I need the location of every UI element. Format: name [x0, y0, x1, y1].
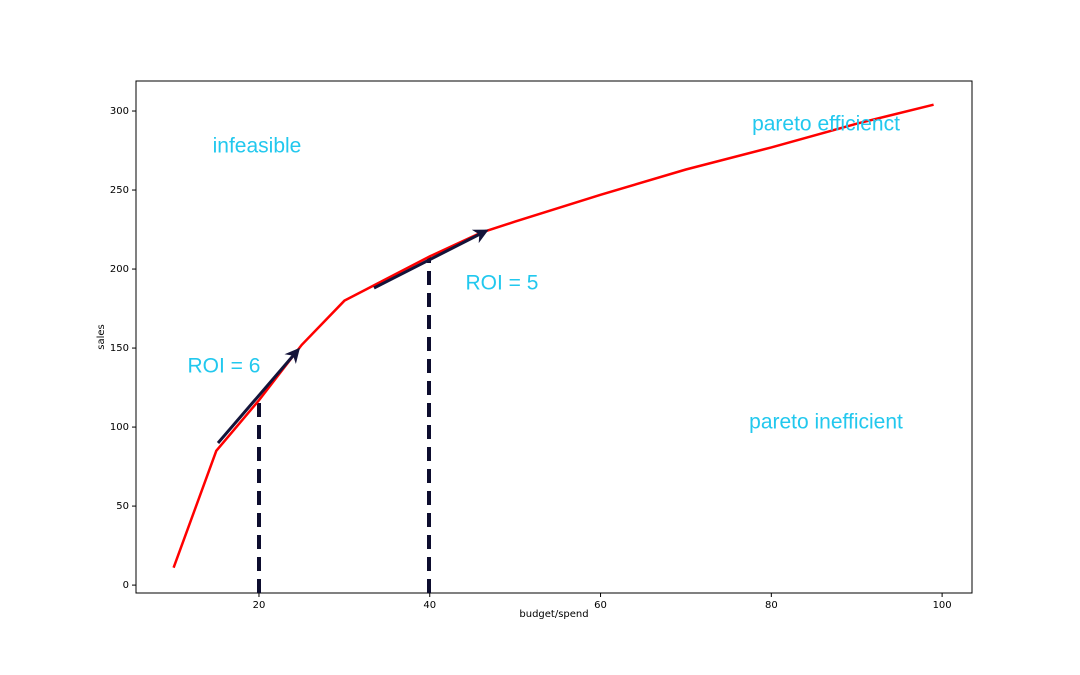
data-line	[172, 103, 934, 569]
annotation: infeasible	[213, 135, 302, 158]
plot-frame	[135, 80, 973, 594]
x-axis-label: budget/spend	[519, 609, 588, 620]
y-tick-label: 50	[116, 501, 129, 512]
x-tick-label: 20	[253, 600, 266, 611]
x-tick-label: 100	[933, 600, 952, 611]
y-tick-label: 150	[110, 343, 129, 354]
y-tick-label: 300	[110, 106, 129, 117]
y-tick-label: 200	[110, 264, 129, 275]
annotation: ROI = 6	[188, 355, 261, 378]
x-tick-label: 60	[594, 600, 607, 611]
y-tick-label: 0	[123, 580, 129, 591]
y-tick-label: 100	[110, 422, 129, 433]
tangent-arrow	[216, 347, 300, 444]
tangent-arrow	[373, 229, 489, 290]
annotation: pareto inefficient	[749, 411, 903, 434]
y-tick-label: 250	[110, 185, 129, 196]
x-tick-label: 80	[765, 600, 778, 611]
annotation: pareto efficienct	[752, 113, 900, 136]
x-tick-label: 40	[423, 600, 436, 611]
annotation: ROI = 5	[466, 272, 539, 295]
y-axis-label: sales	[96, 324, 107, 349]
